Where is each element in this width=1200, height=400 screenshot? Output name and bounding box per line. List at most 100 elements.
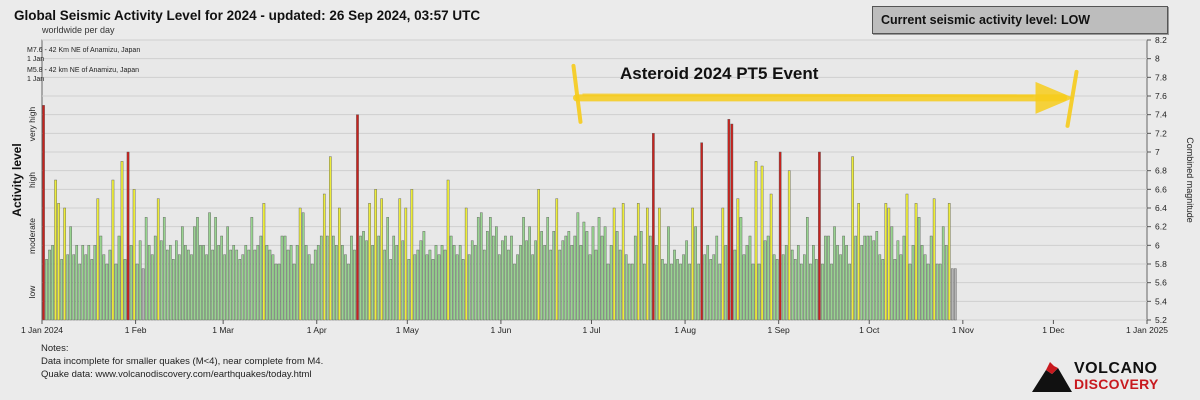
y-tick-label: 6.2 <box>1155 222 1167 232</box>
volcano-discovery-logo: VOLCANO DISCOVERY <box>1030 358 1170 394</box>
bar <box>96 198 100 321</box>
bar <box>199 245 202 321</box>
bar <box>235 249 239 321</box>
bar <box>857 203 860 321</box>
bar <box>929 235 933 321</box>
bar <box>739 217 743 321</box>
bar <box>630 263 634 321</box>
bar <box>591 226 595 321</box>
bar <box>869 235 873 321</box>
bar <box>588 254 592 321</box>
bar <box>295 245 299 321</box>
bar <box>335 245 338 321</box>
bar <box>908 263 912 321</box>
x-tick-label: 1 Jun <box>491 325 512 335</box>
bar <box>549 249 553 321</box>
bar <box>63 207 66 321</box>
bar <box>950 268 954 321</box>
bar <box>205 254 208 321</box>
bar <box>887 207 891 321</box>
bar <box>247 249 251 321</box>
bar <box>573 235 577 321</box>
y-tick-label: 8.2 <box>1155 35 1167 45</box>
current-level-box: Current seismic activity level: LOW <box>872 6 1168 34</box>
bar <box>836 245 839 321</box>
bar <box>540 231 543 321</box>
bar <box>941 226 945 321</box>
bar <box>144 217 148 321</box>
bar <box>322 193 326 321</box>
annotation-shaft-texture <box>582 93 1034 98</box>
bar <box>682 254 685 321</box>
bar <box>196 217 199 321</box>
bar <box>688 263 691 321</box>
x-tick-label: 1 Feb <box>125 325 147 335</box>
bar <box>501 240 504 321</box>
bar <box>534 240 537 321</box>
bar <box>806 217 809 321</box>
bar <box>57 203 60 321</box>
bar <box>42 105 45 321</box>
x-tick-label: 1 Jan 2025 <box>1126 325 1168 335</box>
bar <box>552 231 556 321</box>
bar <box>727 119 731 321</box>
bar <box>316 245 320 321</box>
bar <box>190 254 193 321</box>
bar <box>664 263 667 321</box>
bar <box>232 245 236 321</box>
bar <box>715 235 719 321</box>
bar <box>787 170 791 321</box>
x-tick-label: 1 May <box>396 325 420 335</box>
bar <box>153 235 157 321</box>
bar <box>325 235 329 321</box>
bar <box>72 254 76 321</box>
bar <box>600 235 604 321</box>
bar <box>395 245 399 321</box>
bar <box>827 235 830 321</box>
bar <box>187 249 190 321</box>
bar <box>280 235 284 321</box>
bar <box>905 193 909 321</box>
bar <box>301 212 305 321</box>
bar <box>519 245 522 321</box>
bar <box>389 259 393 321</box>
bar <box>803 254 806 321</box>
bar <box>495 226 498 321</box>
bar <box>172 259 175 321</box>
bar <box>603 226 607 321</box>
bar <box>525 240 528 321</box>
bar <box>48 249 51 321</box>
bar <box>428 249 432 321</box>
bar <box>223 254 226 321</box>
bar <box>310 263 314 321</box>
y-tick-label: 6 <box>1155 240 1160 250</box>
bar <box>815 259 818 321</box>
bar <box>673 249 676 321</box>
y-tick-label: 5.2 <box>1155 315 1167 325</box>
bar <box>896 240 900 321</box>
bar <box>522 217 525 321</box>
y-tick-label: 7.2 <box>1155 128 1167 138</box>
bar <box>126 151 130 321</box>
bar <box>609 245 613 321</box>
bar <box>470 240 474 321</box>
bar <box>123 259 127 321</box>
bar <box>489 217 492 321</box>
bar <box>830 263 833 321</box>
x-tick-label: 1 Aug <box>674 325 696 335</box>
plot-area <box>41 39 1148 321</box>
bar <box>636 203 640 321</box>
x-axis: 1 Jan 2024 1 Feb 1 Mar 1 Apr 1 May 1 Jun 1 Jul… <box>21 320 1168 335</box>
bar <box>479 212 483 321</box>
bar <box>778 151 782 321</box>
bar <box>748 235 752 321</box>
bar <box>923 254 927 321</box>
bar <box>676 259 679 321</box>
y-tick-label: 8 <box>1155 54 1160 64</box>
annotation-arrowhead <box>1035 81 1074 114</box>
bar <box>703 254 707 321</box>
bar <box>842 235 845 321</box>
bar <box>383 249 386 321</box>
bar <box>953 268 957 321</box>
x-tick-label: 1 Nov <box>952 325 975 335</box>
